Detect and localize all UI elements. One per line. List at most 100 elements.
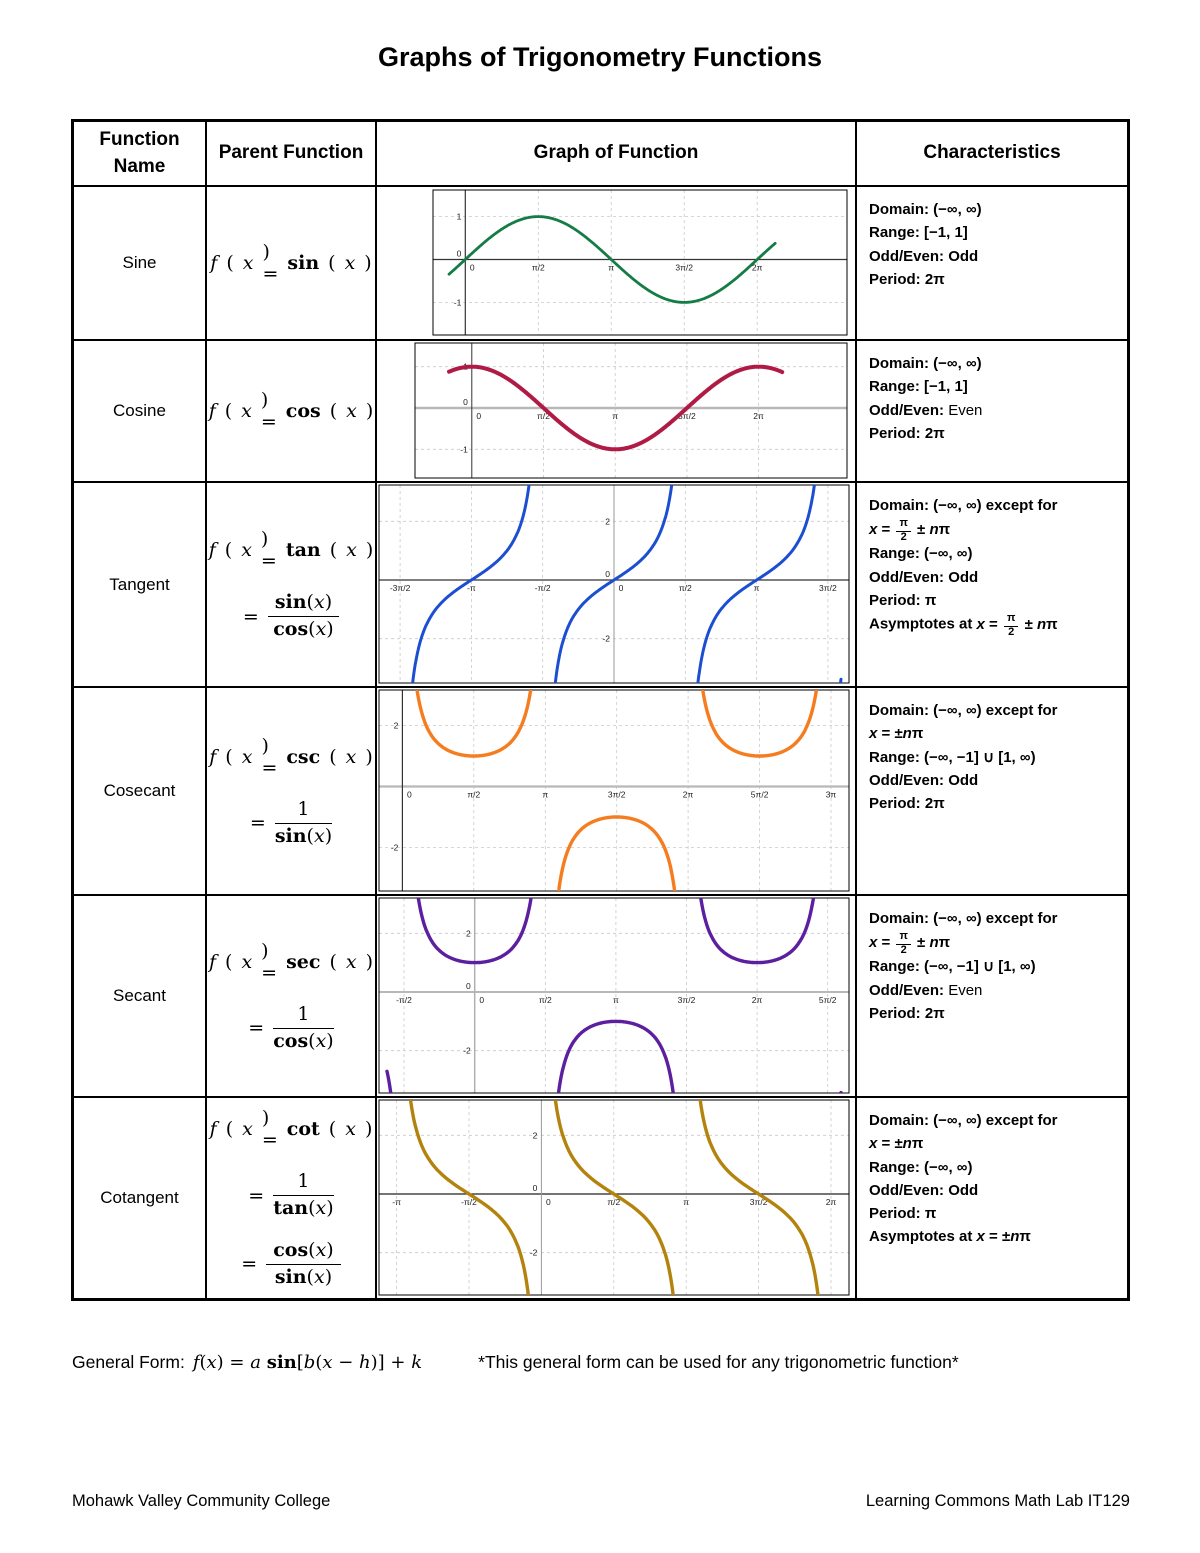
y-tick-label: 1 <box>457 212 462 222</box>
formula-fraction: 1 tan(x) <box>273 1170 334 1220</box>
tangent-graph: -3π/2 -π -π/2 0 π/2 π 3π/2 2 0 -2 <box>378 484 850 684</box>
sine-graph: 0 π/2 π 3π/2 2π 1 0 -1 <box>432 189 848 336</box>
formula-line-cotangent: = cos(x) sin(x) <box>241 1239 341 1289</box>
general-form-line: General Form: f(x) = a sin[b(x − h)] + k *… <box>72 1352 959 1373</box>
plot-frame <box>378 897 850 1094</box>
header-graph-of-function: Graph of Function <box>376 121 856 186</box>
formula-line-cosecant: = 1 sin(x) <box>249 797 333 847</box>
footer-right-text: Learning Commons Math Lab IT129 <box>865 1492 1130 1510</box>
x-tick-label: -π <box>392 1197 401 1207</box>
y-tick-label: 2 <box>605 516 610 526</box>
parent-function-cosine: f(x) = cos(x) <box>206 340 376 482</box>
y-tick-label: 2 <box>533 1130 538 1140</box>
formula-line-secant: = 1 cos(x) <box>248 1002 334 1052</box>
x-tick-label: 3π/2 <box>678 411 696 421</box>
x-tick-label: 0 <box>476 411 481 421</box>
characteristic-line: Range: [−1, 1] <box>869 378 968 396</box>
x-tick-label: π <box>612 411 618 421</box>
characteristics-cosecant: Domain: (−∞, ∞) except for x = ±nπ Range: … <box>856 687 1128 895</box>
x-tick-label: 0 <box>546 1197 551 1207</box>
x-tick-label: 0 <box>407 790 412 800</box>
y-tick-label: 0 <box>605 569 610 579</box>
characteristic-line: Domain: (−∞, ∞) except for <box>869 497 1058 514</box>
formula-fraction: sin(x) cos(x) <box>267 591 340 641</box>
formula-line-secant: f(x) = sec(x) <box>208 939 374 984</box>
page-title: Graphs of Trigonometry Functions <box>377 42 823 72</box>
x-tick-label: π <box>613 995 619 1005</box>
characteristic-line: Range: (−∞, ∞) <box>869 545 973 563</box>
x-tick-label: 5π/2 <box>819 995 837 1005</box>
x-tick-label: π <box>683 1197 689 1207</box>
x-tick-label: π/2 <box>539 995 552 1005</box>
plot-frame <box>378 484 850 684</box>
function-name-sine: Sine <box>73 186 206 340</box>
formula-line-tangent: f(x) = tan(x) <box>208 528 374 573</box>
x-tick-label: π/2 <box>537 411 550 421</box>
y-tick-label: -2 <box>391 843 399 853</box>
cosine-curve <box>447 364 785 452</box>
characteristic-line: Period: π <box>869 1205 937 1222</box>
formula-fraction: 1 cos(x) <box>273 1002 334 1052</box>
plot-frame <box>378 689 850 892</box>
general-form-label: General Form: <box>72 1352 185 1372</box>
cosecant-graph: 0 π/2 π 3π/2 2π 5π/2 3π 2 -2 <box>378 689 850 892</box>
characteristic-line: Period: 2π <box>869 795 945 812</box>
formula-fraction: cos(x) sin(x) <box>266 1239 341 1289</box>
characteristic-line: Odd/Even: Even <box>869 981 983 999</box>
characteristic-line: x = ±nπ <box>869 725 924 743</box>
secant-graph: -π/2 0 π/2 π 3π/2 2π 5π/2 2 0 -2 <box>378 897 850 1094</box>
parent-function-secant: f(x) = sec(x) = 1 cos(x) <box>206 895 376 1097</box>
x-tick-label: π/2 <box>467 790 480 800</box>
characteristic-line: Range: (−∞, ∞) <box>869 1158 973 1176</box>
x-tick-label: -π <box>467 583 476 593</box>
formula-line-cosecant: f(x) = csc(x) <box>209 734 373 779</box>
y-tick-label: 0 <box>466 981 471 991</box>
formula-line-cosine: f(x) = cos(x) <box>208 389 374 433</box>
tangent-curve <box>411 485 843 683</box>
sine-curve <box>447 215 777 304</box>
x-tick-label: 3π/2 <box>608 790 626 800</box>
x-tick-label: 3π/2 <box>678 995 696 1005</box>
general-form-note: *This general form can be used for any t… <box>478 1352 959 1372</box>
parent-function-sine: f(x) = sin(x) <box>206 186 376 340</box>
x-tick-label: π/2 <box>607 1197 620 1207</box>
characteristic-line: Odd/Even: Even <box>869 401 983 419</box>
characteristics-cotangent: Domain: (−∞, ∞) except for x = ±nπ Range: … <box>856 1097 1128 1299</box>
general-form-formula: f(x) = a sin[b(x − h)] + k <box>192 1352 423 1373</box>
x-tick-label: 2π <box>752 995 763 1005</box>
characteristic-line: Odd/Even: Odd <box>869 247 979 265</box>
footer-left-text: Mohawk Valley Community College <box>72 1492 331 1510</box>
formula-fraction: 1 sin(x) <box>274 797 333 847</box>
characteristic-line: Odd/Even: Odd <box>869 568 979 586</box>
y-tick-label: 0 <box>533 1183 538 1193</box>
plot-frame <box>414 342 848 479</box>
x-tick-label: 3π/2 <box>819 583 837 593</box>
function-name-tangent: Tangent <box>73 482 206 687</box>
y-tick-label: 2 <box>466 928 471 938</box>
x-tick-label: -π/2 <box>535 583 551 593</box>
characteristic-line: Domain: (−∞, ∞) except for <box>869 702 1058 719</box>
y-tick-label: -2 <box>602 634 610 644</box>
header-function-name: Function Name <box>73 121 206 186</box>
x-tick-label: 2π <box>683 790 694 800</box>
x-tick-label: π <box>542 790 548 800</box>
cotangent-curve <box>408 1100 820 1295</box>
cotangent-graph: -π -π/2 0 π/2 π 3π/2 2π 2 0 -2 <box>378 1099 850 1296</box>
x-tick-label: 2π <box>753 411 764 421</box>
characteristic-line: Domain: (−∞, ∞) <box>869 201 982 218</box>
x-tick-label: 5π/2 <box>751 790 769 800</box>
x-tick-label: π <box>754 583 760 593</box>
characteristic-line: Domain: (−∞, ∞) except for <box>869 910 1058 927</box>
header-parent-function: Parent Function <box>206 121 376 186</box>
y-tick-label: -1 <box>460 444 468 454</box>
x-tick-label: 3π/2 <box>675 263 693 273</box>
characteristics-sine: Domain: (−∞, ∞) Range: [−1, 1] Odd/Even: O… <box>856 186 1128 340</box>
